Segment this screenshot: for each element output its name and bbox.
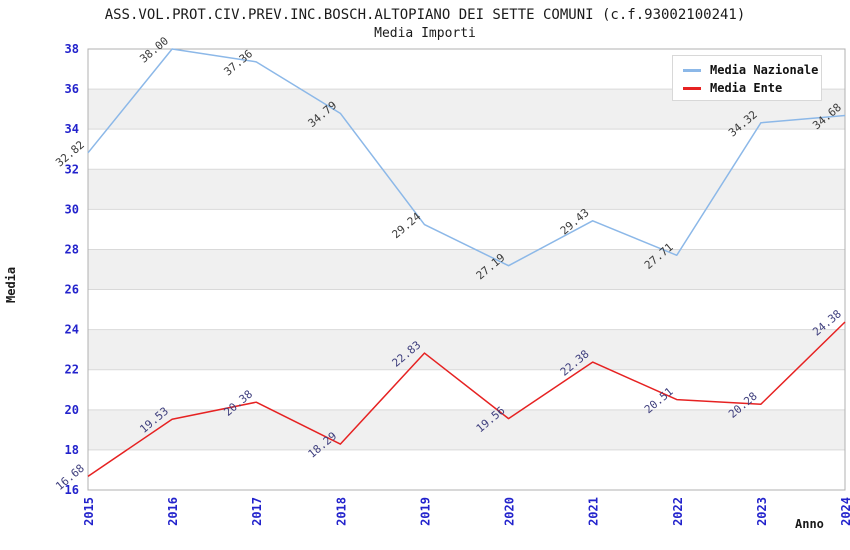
- x-axis-title: Anno: [795, 517, 824, 531]
- series-line-media-ente: [87, 321, 846, 477]
- x-tick-label: 2018: [334, 497, 348, 526]
- y-tick-label: 34: [65, 122, 79, 136]
- y-tick-label: 22: [65, 363, 79, 377]
- x-tick-label: 2020: [503, 497, 517, 526]
- legend-label-media-ente: Media Ente: [710, 81, 783, 95]
- y-axis-title: Media: [4, 266, 18, 303]
- y-tick-label: 20: [65, 403, 79, 417]
- x-tick-label: 2019: [418, 497, 432, 526]
- x-tick-label: 2021: [587, 497, 601, 526]
- y-tick-label: 30: [65, 202, 79, 216]
- plot-band: [88, 209, 845, 250]
- chart-title: ASS.VOL.PROT.CIV.PREV.INC.BOSCH.ALTOPIAN…: [104, 7, 746, 23]
- y-tick-label: 32: [65, 162, 79, 176]
- plot-border: [87, 48, 846, 491]
- x-tick-label: 2023: [755, 497, 769, 526]
- plot-band: [88, 169, 845, 210]
- x-tick-label: 2022: [671, 497, 685, 526]
- chart-subtitle: Media Importi: [374, 26, 476, 41]
- legend-swatch-blue: [683, 68, 701, 72]
- legend-item-media-ente: Media Ente: [683, 79, 821, 97]
- y-tick-label: 24: [65, 323, 79, 337]
- x-tick-label: 2024: [839, 497, 850, 526]
- legend-swatch-red: [683, 86, 701, 90]
- plot-band: [88, 369, 845, 410]
- y-tick-label: 16: [65, 483, 79, 497]
- plot-band: [88, 249, 845, 290]
- y-tick-label: 28: [65, 242, 79, 256]
- x-tick-label: 2017: [250, 497, 264, 526]
- plot-band: [88, 449, 845, 490]
- y-tick-label: 18: [65, 443, 79, 457]
- legend-label-media-nazionale: Media Nazionale: [710, 63, 819, 77]
- plot-band: [88, 329, 845, 370]
- y-tick-label: 38: [65, 42, 79, 56]
- y-tick-label: 36: [65, 82, 79, 96]
- plot-band: [88, 289, 845, 330]
- plot-band: [88, 129, 845, 170]
- legend: Media Nazionale Media Ente: [672, 55, 822, 101]
- x-tick-label: 2016: [166, 497, 180, 526]
- series-line-media-nazionale: [87, 48, 846, 267]
- legend-item-media-nazionale: Media Nazionale: [683, 61, 821, 79]
- plot-band: [88, 409, 845, 450]
- y-tick-label: 26: [65, 283, 79, 297]
- x-tick-label: 2015: [82, 497, 96, 526]
